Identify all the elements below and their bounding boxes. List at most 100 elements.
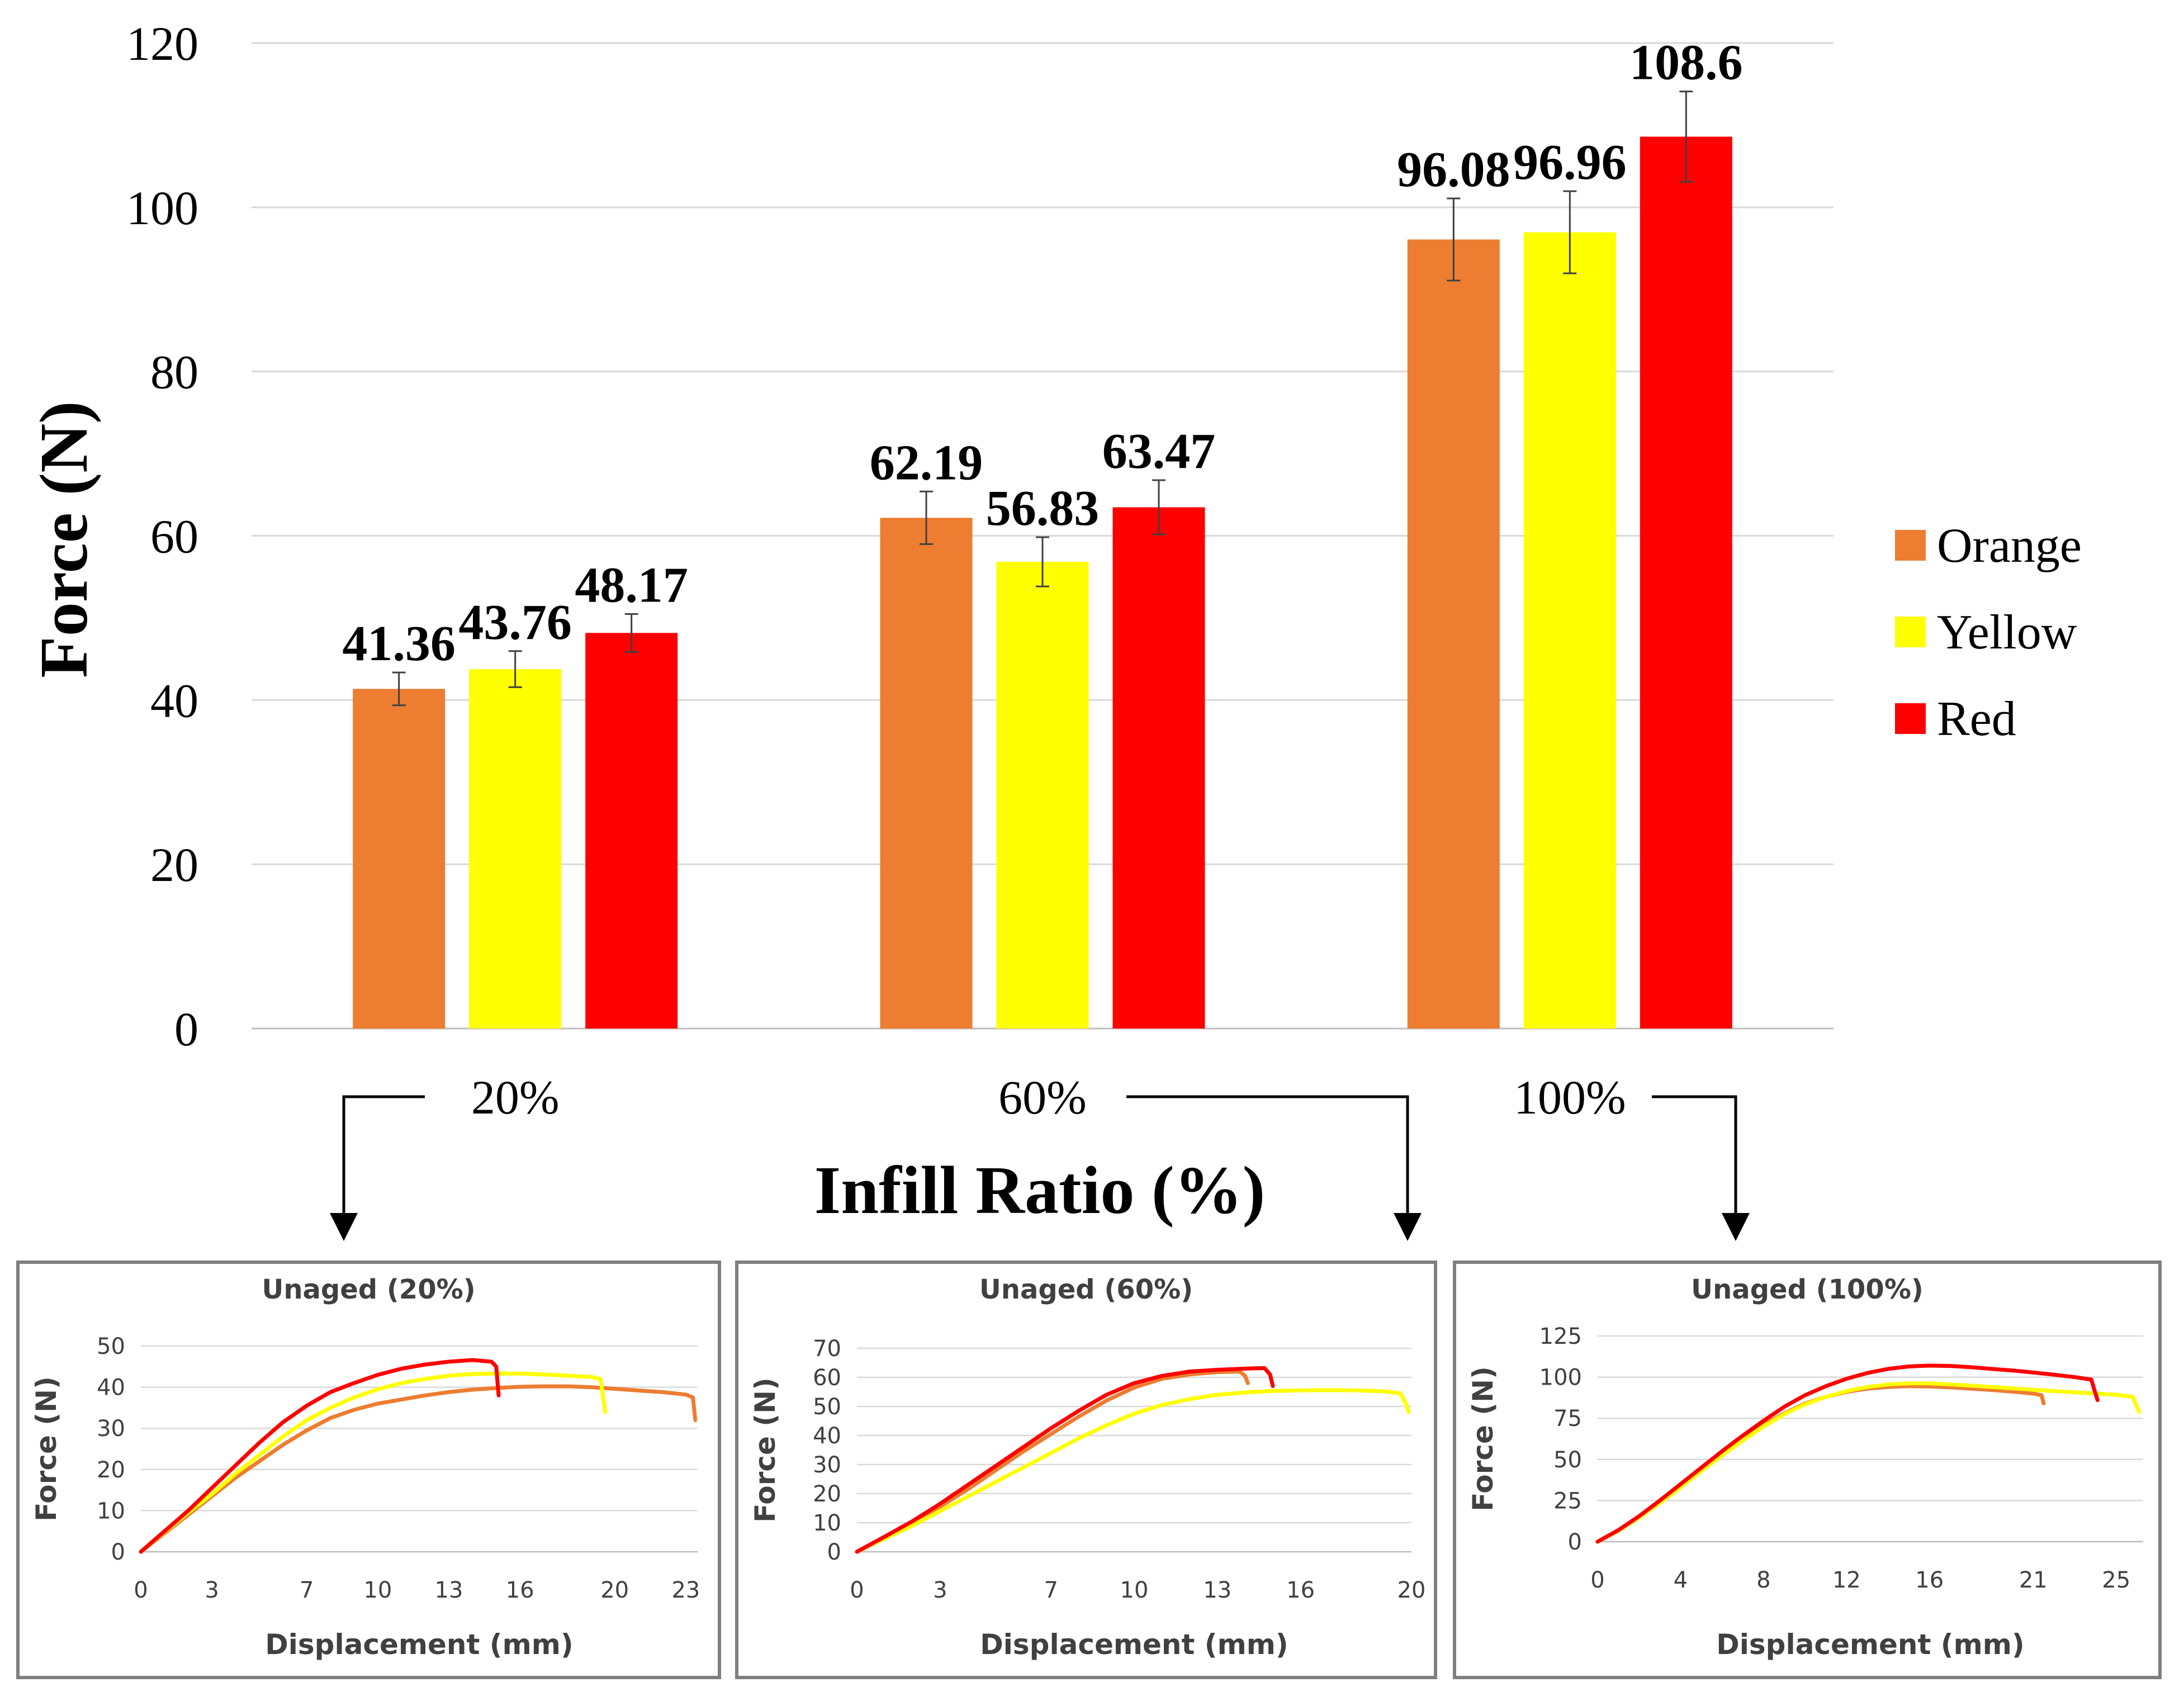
sub1-x-tick-0: 0 xyxy=(850,1577,864,1603)
main-y-tick-40: 40 xyxy=(150,674,198,727)
sub0-x-axis-label: Displacement (mm) xyxy=(265,1628,573,1661)
sub2-y-tick-125: 125 xyxy=(1539,1324,1582,1349)
legend-swatch-orange xyxy=(1895,530,1926,561)
sub0-y-tick-10: 10 xyxy=(97,1498,125,1524)
legend-swatch-yellow xyxy=(1895,617,1926,647)
main-bars xyxy=(353,136,1732,1029)
sub2-y-tick-75: 75 xyxy=(1553,1406,1582,1432)
sub2-x-tick-4: 4 xyxy=(1674,1567,1688,1593)
sub1-y-tick-40: 40 xyxy=(813,1423,841,1449)
subchart-unaged-60: 0 10 20 30 40 50 60 70 0 3 7 10 13 16 20 Unaged (60%) Di… xyxy=(735,1261,1437,1679)
main-y-tick-100: 100 xyxy=(126,181,198,235)
sub0-line-red xyxy=(139,1358,501,1554)
sub1-y-tick-10: 10 xyxy=(813,1510,841,1536)
data-label-orange-1: 62.19 xyxy=(870,435,983,490)
sub2-y-tick-50: 50 xyxy=(1553,1447,1582,1473)
sub0-y-tick-0: 0 xyxy=(111,1539,125,1565)
sub2-y-axis-label: Force (N) xyxy=(1467,1366,1499,1512)
legend-swatch-red xyxy=(1895,703,1926,734)
sub1-x-tick-10: 10 xyxy=(1120,1577,1149,1603)
main-x-tick-0: 20% xyxy=(471,1070,560,1124)
sub2-x-tick-8: 8 xyxy=(1756,1567,1770,1593)
sub2-y-tick-25: 25 xyxy=(1553,1488,1582,1514)
sub0-title: Unaged (20%) xyxy=(262,1274,475,1305)
main-x-tick-labels: 20% 60% 100% xyxy=(471,1070,1626,1124)
sub1-x-tick-13: 13 xyxy=(1203,1577,1231,1603)
sub1-y-tick-30: 30 xyxy=(813,1452,841,1478)
sub2-x-tick-12: 12 xyxy=(1832,1567,1861,1593)
sub1-y-tick-50: 50 xyxy=(813,1394,841,1420)
sub2-x-tick-16: 16 xyxy=(1915,1567,1944,1593)
sub2-line-red xyxy=(1595,1363,2100,1544)
legend-label-yellow: Yellow xyxy=(1937,605,2077,660)
main-y-tick-labels: 0 20 40 60 80 100 120 xyxy=(126,17,198,1056)
main-y-tick-80: 80 xyxy=(150,345,198,399)
arrow-60 xyxy=(1126,1095,1422,1241)
main-legend: Orange Yellow Red xyxy=(1895,519,2082,746)
sub1-y-tick-20: 20 xyxy=(813,1481,841,1507)
sub0-y-tick-30: 30 xyxy=(97,1416,125,1442)
legend-label-red: Red xyxy=(1937,692,2016,746)
sub0-line-orange xyxy=(139,1384,698,1554)
sub0-x-tick-3: 3 xyxy=(205,1577,219,1603)
bar-orange-2 xyxy=(1407,239,1500,1029)
subchart-frame-1 xyxy=(735,1261,1437,1679)
sub2-x-axis-label: Displacement (mm) xyxy=(1716,1628,2024,1661)
sub1-x-tick-16: 16 xyxy=(1286,1577,1315,1603)
bar-red-2 xyxy=(1640,136,1732,1029)
sub2-y-tick-0: 0 xyxy=(1568,1529,1582,1555)
data-label-red-2: 108.6 xyxy=(1629,35,1743,91)
sub0-x-tick-20: 20 xyxy=(600,1577,629,1603)
bar-yellow-1 xyxy=(996,562,1089,1029)
main-y-tick-60: 60 xyxy=(150,510,198,563)
sub0-x-tick-13: 13 xyxy=(435,1577,463,1603)
main-y-tick-120: 120 xyxy=(126,17,198,70)
sub1-line-red xyxy=(855,1366,1275,1554)
sub2-title: Unaged (100%) xyxy=(1691,1274,1924,1305)
bar-red-1 xyxy=(1112,507,1205,1029)
bar-yellow-0 xyxy=(469,669,562,1029)
main-x-tick-1: 60% xyxy=(998,1070,1087,1124)
data-label-orange-2: 96.08 xyxy=(1397,142,1510,197)
main-x-tick-2: 100% xyxy=(1514,1070,1626,1124)
main-y-axis-label: Force (N) xyxy=(26,401,102,678)
sub1-x-axis-label: Displacement (mm) xyxy=(980,1628,1288,1661)
sub0-line-yellow xyxy=(139,1371,608,1554)
sub2-x-tick-0: 0 xyxy=(1590,1567,1604,1593)
subchart-unaged-20: 0 10 20 30 40 50 0 3 7 10 13 16 20 23 Unaged (20%) Disp… xyxy=(16,1261,721,1679)
bar-yellow-2 xyxy=(1523,232,1616,1029)
subchart-frame-2 xyxy=(1453,1261,2162,1679)
sub0-y-tick-40: 40 xyxy=(97,1375,125,1401)
sub0-x-tick-7: 7 xyxy=(300,1577,314,1603)
data-label-orange-0: 41.36 xyxy=(342,616,456,671)
legend-label-orange: Orange xyxy=(1937,519,2082,573)
data-label-yellow-2: 96.96 xyxy=(1513,135,1627,190)
main-y-tick-20: 20 xyxy=(150,838,198,892)
sub0-y-tick-20: 20 xyxy=(97,1457,125,1483)
sub0-x-tick-0: 0 xyxy=(134,1577,148,1603)
data-label-red-0: 48.17 xyxy=(575,558,688,613)
sub0-y-axis-label: Force (N) xyxy=(30,1376,63,1522)
arrow-100 xyxy=(1652,1095,1750,1241)
sub1-y-axis-label: Force (N) xyxy=(749,1377,781,1523)
sub1-y-tick-70: 70 xyxy=(813,1336,841,1362)
bar-red-0 xyxy=(585,633,678,1029)
main-error-bars xyxy=(392,91,1693,707)
main-y-tick-0: 0 xyxy=(174,1002,198,1056)
sub1-x-tick-3: 3 xyxy=(933,1577,947,1603)
sub2-y-tick-100: 100 xyxy=(1539,1365,1582,1391)
bar-orange-0 xyxy=(353,689,446,1029)
sub1-x-tick-20: 20 xyxy=(1397,1577,1426,1603)
sub2-line-yellow xyxy=(1595,1381,2142,1544)
bar-orange-1 xyxy=(880,518,973,1029)
sub2-x-tick-21: 21 xyxy=(2019,1567,2048,1593)
sub1-line-yellow xyxy=(855,1388,1411,1554)
main-x-axis-label: Infill Ratio (%) xyxy=(814,1153,1266,1228)
data-label-red-1: 63.47 xyxy=(1102,424,1216,479)
sub1-y-tick-0: 0 xyxy=(827,1539,841,1565)
sub1-line-orange xyxy=(855,1370,1250,1554)
